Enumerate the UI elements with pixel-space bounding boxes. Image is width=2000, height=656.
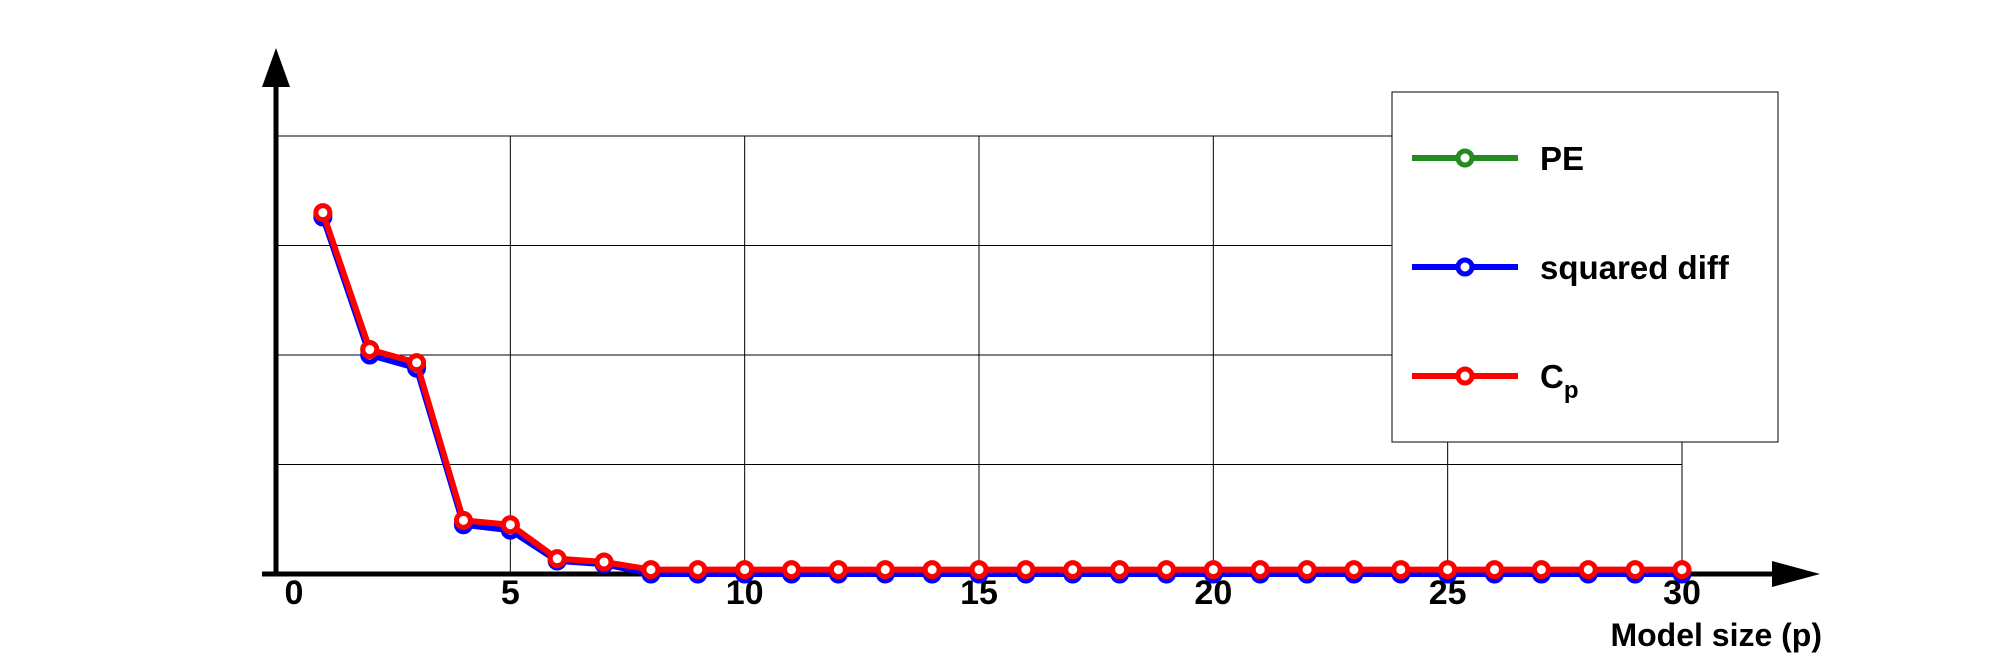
legend-label: squared diff [1540,249,1730,286]
data-point [1625,560,1645,580]
x-tick-label: 5 [501,574,520,612]
data-point [360,340,380,360]
data-point [407,353,427,373]
data-point [1203,560,1223,580]
data-point [547,549,567,569]
x-tick-label: 0 [285,574,304,612]
series-lines [313,203,1692,584]
data-point [1344,560,1364,580]
data-point [875,560,895,580]
y-axis-arrow-icon [262,48,290,87]
data-point [922,560,942,580]
data-point [1156,560,1176,580]
legend-label: Cp [1540,358,1579,404]
legend-item: PE [1412,140,1584,177]
data-point [1297,560,1317,580]
data-point [782,560,802,580]
legend-label: PE [1540,140,1584,177]
legend-swatch-marker [1455,366,1475,386]
data-point [1531,560,1551,580]
x-axis-title: Model size (p) [1610,617,1822,653]
data-point [500,515,520,535]
data-point [453,510,473,530]
data-point [828,560,848,580]
series-3 [313,203,1692,580]
legend-swatch-marker [1455,257,1475,277]
data-point [1250,560,1270,580]
data-point [1485,560,1505,580]
legend-item: Cp [1412,358,1579,404]
data-point [969,560,989,580]
data-point [1016,560,1036,580]
data-point [1110,560,1130,580]
data-point [1438,560,1458,580]
data-point [594,552,614,572]
legend: PE squared diff Cp [1391,91,1779,443]
data-point [1063,560,1083,580]
legend-item: squared diff [1412,249,1730,286]
data-point [1391,560,1411,580]
x-axis-arrow-icon [1772,561,1820,587]
data-point [1578,560,1598,580]
data-point [641,560,661,580]
data-point [313,203,333,223]
data-point [735,560,755,580]
data-point [1672,560,1692,580]
legend-swatch-marker [1455,148,1475,168]
data-point [688,560,708,580]
